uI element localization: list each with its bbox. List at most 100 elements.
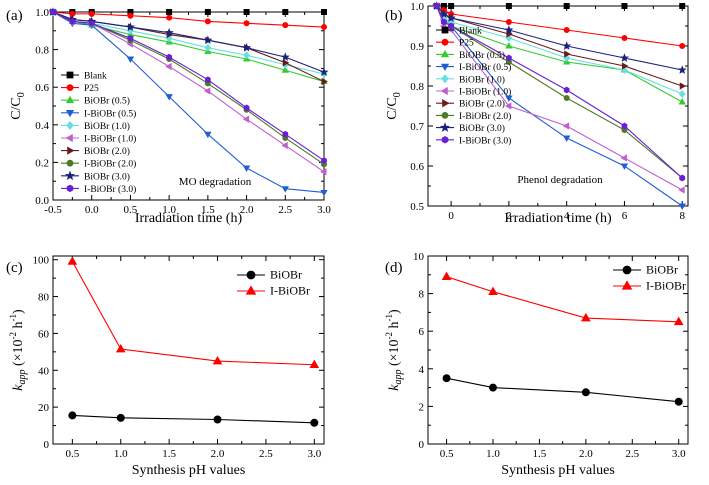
y-label-part: -2	[8, 332, 18, 340]
y-label-part: -2	[384, 332, 394, 340]
y-tick-label: 0.8	[410, 81, 424, 93]
data-point	[504, 102, 512, 110]
data-point	[126, 56, 135, 63]
legend-marker	[439, 122, 451, 132]
legend-marker	[66, 71, 74, 79]
data-point	[243, 8, 250, 15]
legend-label: BiOBr (2.0)	[459, 99, 505, 110]
data-point	[321, 157, 327, 164]
data-point	[127, 12, 134, 19]
data-point	[621, 3, 628, 9]
legend-marker	[622, 265, 632, 275]
x-tick-label: 0.5	[65, 448, 79, 460]
data-point	[563, 26, 570, 33]
legend-marker	[66, 159, 74, 167]
x-tick-label: 3.0	[317, 204, 331, 216]
data-point	[203, 35, 213, 45]
series-biobr	[442, 374, 683, 406]
y-label-part: h	[387, 321, 402, 332]
legend-marker	[65, 110, 75, 118]
panel-label: (d)	[385, 260, 403, 276]
x-tick-label: 8	[679, 210, 685, 222]
y-label-sub: 0	[392, 92, 403, 97]
y-tick-label: 1.0	[410, 1, 424, 13]
legend-label: BiOBr (3.0)	[459, 123, 505, 134]
y-label-part: C/C	[385, 97, 400, 120]
data-point	[620, 163, 629, 170]
data-point	[125, 22, 135, 31]
legend-label: Blank	[84, 72, 107, 82]
x-tick-label: 2.5	[625, 448, 639, 460]
legend-label: BiOBr (0.5)	[459, 50, 505, 61]
x-axis-label: Synthesis pH values	[132, 463, 246, 478]
y-tick-label: 0	[44, 439, 50, 451]
data-point	[213, 415, 222, 424]
y-label-part: (×10	[387, 339, 402, 369]
data-point	[165, 62, 172, 71]
y-tick-label: 6	[419, 326, 425, 338]
y-tick-label: 8	[419, 289, 425, 301]
legend-marker	[246, 270, 256, 280]
data-point	[242, 115, 250, 123]
legend-marker	[441, 136, 449, 144]
x-tick-label: 1.5	[162, 448, 176, 460]
x-tick-label: 2.0	[579, 448, 593, 460]
data-point	[281, 66, 289, 73]
legend-label: P25	[84, 84, 99, 94]
x-tick-label: 0	[448, 210, 454, 222]
y-tick-label: 60	[38, 328, 50, 340]
data-point	[678, 203, 686, 210]
legend-marker	[621, 280, 633, 290]
x-tick-label: 0.5	[124, 204, 138, 216]
series-blank	[433, 3, 686, 9]
data-point	[88, 10, 95, 17]
legend-marker	[441, 74, 449, 84]
chart-panel-0: -0.5 0.0 0.5 1.0 1.5 2.0 2.5 3.00.00.20.40.60.8…	[6, 7, 331, 226]
data-point	[441, 271, 452, 280]
legend-label: BiOBr (1.0)	[459, 74, 505, 85]
data-point	[320, 189, 328, 197]
legend-label: BiOBr (1.0)	[84, 121, 130, 132]
legend-label: BiOBr	[646, 263, 678, 277]
data-point	[581, 312, 591, 322]
legend-marker	[442, 99, 450, 108]
y-tick-label: 40	[38, 365, 50, 377]
chart-panel-2: 0.5 1.0 1.5 2.0 2.5 3.0 0 20 40 60 80 100 Synthesis …	[6, 255, 325, 478]
data-point	[673, 316, 684, 326]
chart-panel-1: 0 2 4 6 8 0.5 0.6 0.7 0.8 0.9 1.0 Irradiation time …	[385, 1, 689, 226]
data-point	[282, 130, 289, 138]
data-point	[243, 51, 250, 60]
x-tick-label: 2.0	[240, 204, 254, 216]
data-point	[67, 256, 78, 265]
data-point	[563, 3, 570, 9]
legend-label: I-BiOBr	[646, 279, 686, 293]
legend-label: BiOBr	[270, 268, 302, 282]
data-point	[204, 131, 212, 139]
x-tick-label: 2.5	[278, 204, 292, 216]
legend-label: P25	[459, 39, 474, 49]
legend-label: I-BiOBr (2.0)	[84, 159, 136, 170]
series-i-biobr-0-5-	[49, 9, 328, 197]
data-point	[243, 104, 250, 112]
data-point	[562, 122, 570, 130]
x-tick-label: 1.0	[486, 448, 500, 460]
x-tick-label: 2.5	[259, 448, 273, 460]
data-point	[678, 98, 686, 105]
y-tick-label: 0.6	[410, 161, 424, 173]
y-tick-label: 0.9	[410, 41, 424, 53]
y-tick-label: 0.7	[410, 121, 424, 133]
y-axis-label: kapp (×10-2 h-1)	[384, 309, 404, 391]
legend-marker	[65, 95, 75, 103]
y-tick-label: 0.6	[35, 82, 49, 94]
data-point	[621, 62, 629, 70]
y-tick-label: 0.0	[35, 195, 49, 207]
legend-marker	[440, 49, 450, 58]
data-point	[505, 42, 513, 49]
legend-label: BiOBr (0.5)	[84, 96, 130, 107]
data-point	[446, 13, 456, 22]
y-label-part: k	[387, 384, 402, 391]
data-point	[488, 383, 497, 392]
data-point	[563, 86, 570, 94]
data-point	[320, 168, 327, 176]
